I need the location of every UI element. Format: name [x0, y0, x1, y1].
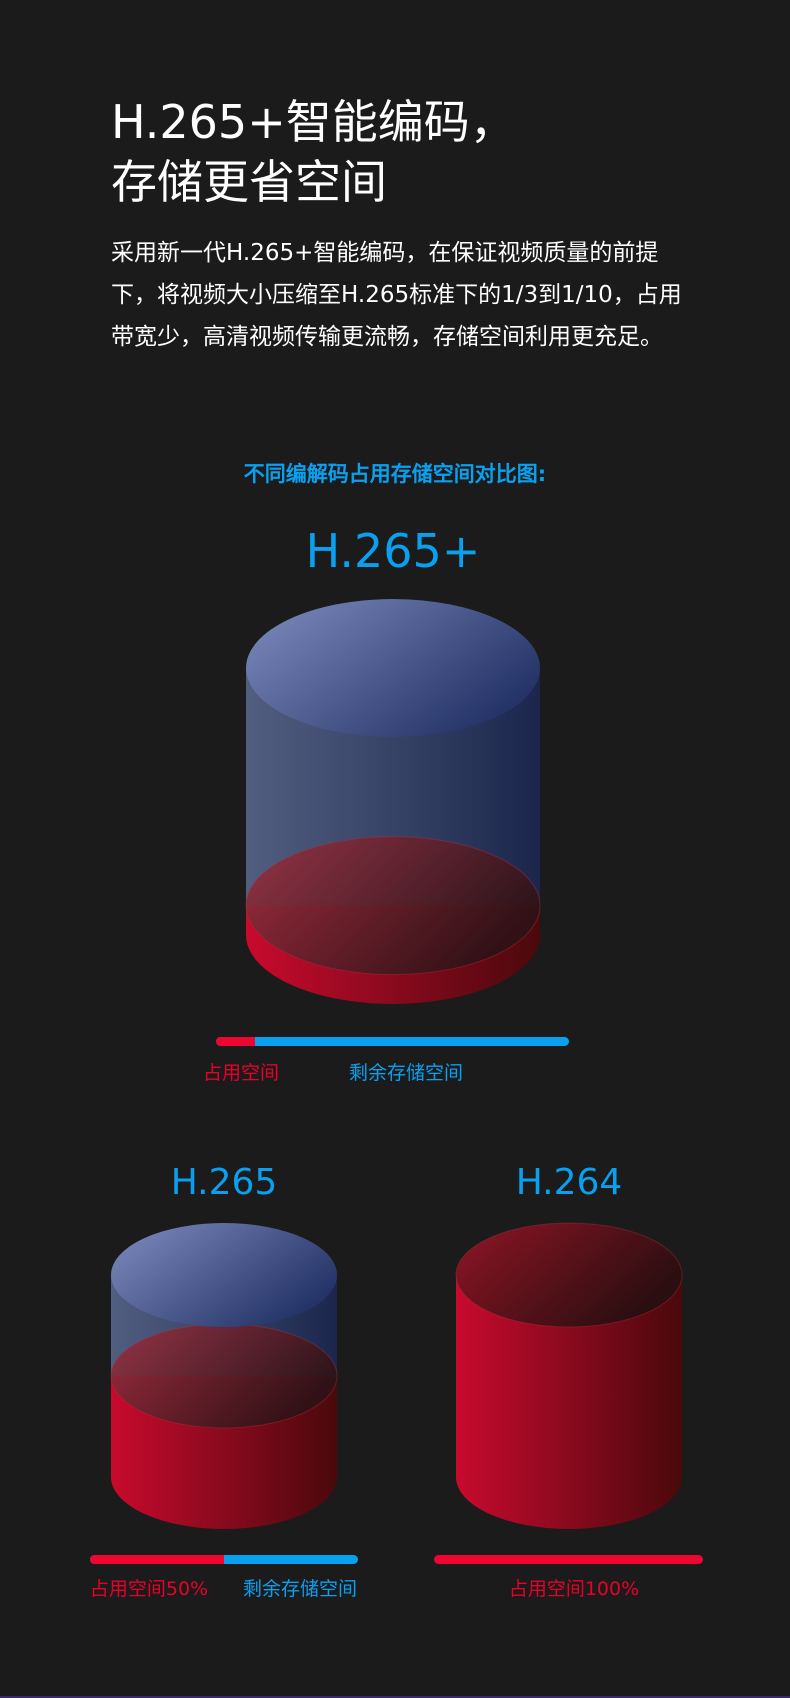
- cylinder-top: [246, 599, 540, 737]
- storage-bar-h265plus: [216, 1037, 569, 1046]
- occupied-label: 占用空间50%: [89, 1578, 209, 1600]
- codec-title-h265plus: H.265+: [305, 524, 481, 578]
- occupied-label: 占用空间: [202, 1062, 280, 1084]
- codec-title-h265: H.265: [170, 1162, 278, 1203]
- occupied-label: 占用空间100%: [508, 1578, 640, 1600]
- title-line-1: H.265+智能编码，: [111, 95, 516, 149]
- cylinder-occupied-body: [456, 1275, 682, 1529]
- page-title: H.265+智能编码， 存储更省空间: [111, 92, 516, 212]
- cylinder-occupied-top: [455, 1222, 683, 1328]
- remaining-label: 剩余存储空间: [242, 1578, 358, 1600]
- occupied-fill: [434, 1555, 703, 1564]
- remaining-label: 剩余存储空间: [348, 1062, 464, 1084]
- bottom-divider: [0, 1696, 790, 1698]
- description: 采用新一代H.265+智能编码，在保证视频质量的前提下，将视频大小压缩至H.26…: [111, 240, 682, 350]
- occupied-fill: [90, 1555, 224, 1564]
- cylinder-occupied-top: [245, 836, 541, 976]
- comparison-subtitle: 不同编解码占用存储空间对比图:: [243, 462, 547, 486]
- cylinder-top: [111, 1223, 337, 1327]
- storage-bar-h264: [434, 1555, 703, 1564]
- occupied-fill: [216, 1037, 255, 1046]
- codec-title-h264: H.264: [515, 1162, 623, 1203]
- storage-bar-h265: [90, 1555, 358, 1564]
- title-line-2: 存储更省空间: [111, 155, 387, 209]
- cylinder-occupied-top: [110, 1323, 338, 1429]
